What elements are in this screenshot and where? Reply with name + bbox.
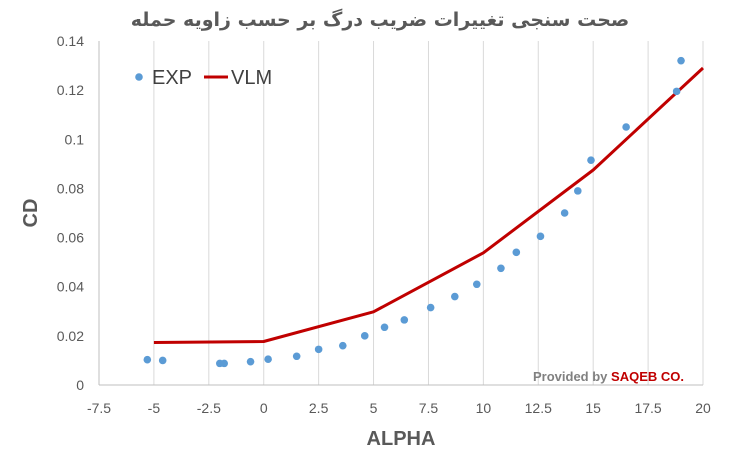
gridlines	[98, 41, 704, 385]
legend-vlm-label: VLM	[231, 67, 272, 89]
credit-company: SAQEB CO.	[611, 369, 684, 384]
exp-data-point	[497, 264, 505, 273]
exp-data-point	[622, 123, 630, 131]
legend: EXP VLM	[135, 67, 272, 89]
x-tick-label: -5	[148, 400, 161, 416]
x-tick-label: -2.5	[197, 400, 221, 416]
x-tick-label: 15	[585, 400, 601, 416]
exp-data-point	[536, 232, 545, 241]
y-tick-label: 0.1	[65, 131, 85, 147]
x-tick-label: 10	[476, 400, 492, 416]
vlm-series-line	[153, 66, 705, 344]
exp-data-point	[220, 359, 228, 368]
exp-data-point	[574, 187, 582, 195]
y-axis-title: CD	[20, 199, 42, 228]
exp-data-point	[426, 303, 435, 312]
exp-data-point	[560, 209, 569, 217]
x-tick-label: 2.5	[309, 400, 329, 416]
x-tick-label: -7.5	[87, 400, 111, 416]
credit-text: Provided by SAQEB CO.	[533, 369, 684, 384]
exp-data-point	[677, 56, 685, 65]
y-tick-label: 0.04	[57, 279, 84, 295]
exp-data-point	[338, 341, 347, 350]
x-tick-label: 7.5	[419, 400, 439, 416]
x-axis-title: ALPHA	[367, 428, 436, 450]
y-tick-label: 0.14	[57, 33, 84, 49]
exp-data-point	[143, 355, 152, 364]
exp-data-point	[400, 316, 409, 324]
chart-title: صحت سنجی تغییرات ضریب درگ بر حسب زاویه ح…	[131, 8, 630, 31]
x-tick-label: 0	[260, 400, 268, 416]
x-tick-label: 17.5	[634, 400, 661, 416]
y-tick-label: 0.06	[57, 230, 84, 246]
exp-data-point	[451, 292, 459, 301]
exp-data-point	[380, 323, 389, 332]
legend-exp-marker	[135, 73, 143, 81]
y-tick-label: 0	[76, 377, 84, 393]
exp-data-point	[512, 248, 521, 257]
x-tick-label: 12.5	[525, 400, 552, 416]
x-tick-label: 5	[370, 400, 378, 416]
exp-data-point	[246, 357, 255, 366]
exp-data-point	[672, 87, 681, 96]
exp-data-point	[264, 355, 272, 364]
y-tick-label: 0.08	[57, 180, 84, 196]
exp-data-point	[292, 352, 301, 361]
exp-data-point	[360, 332, 369, 340]
plot-area	[143, 56, 705, 368]
legend-exp-label: EXP	[152, 67, 192, 89]
exp-data-point	[472, 280, 481, 289]
axes: -7.5 -5 -2.5 0 2.5 5 7.5 10 12.5 15 17.5 20 0 0.02 0.0…	[57, 33, 711, 416]
credit-prefix: Provided by	[533, 369, 611, 384]
y-tick-label: 0.12	[57, 82, 84, 98]
exp-data-point	[587, 156, 595, 164]
x-tick-label: 20	[695, 400, 711, 416]
exp-data-point	[314, 345, 323, 354]
exp-data-point	[158, 356, 167, 365]
y-tick-label: 0.02	[57, 328, 84, 344]
